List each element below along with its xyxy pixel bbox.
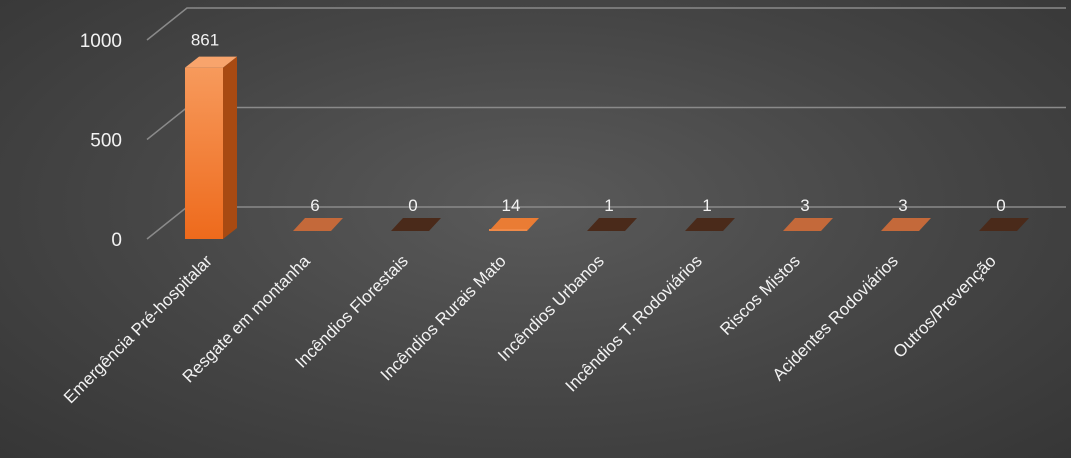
bar xyxy=(881,218,931,231)
data-label: 6 xyxy=(310,196,319,215)
data-label: 3 xyxy=(898,196,907,215)
y-tick-label: 500 xyxy=(90,131,122,152)
x-tick-label: Riscos Mistos xyxy=(716,251,804,339)
bar xyxy=(391,218,441,231)
gridline xyxy=(146,7,1066,41)
bar xyxy=(783,218,833,231)
bars xyxy=(185,56,1029,240)
y-tick-label: 1000 xyxy=(80,31,122,52)
bar xyxy=(979,218,1029,231)
bar xyxy=(587,218,637,231)
bar xyxy=(685,218,735,231)
x-tick-label: Outros/Prevenção xyxy=(890,251,1000,361)
x-tick-label: Incêndios Urbanos xyxy=(494,251,608,365)
data-labels: 861 6 0 14 1 1 3 3 0 xyxy=(191,31,1006,215)
bar xyxy=(489,218,539,231)
data-label: 0 xyxy=(996,196,1005,215)
bar xyxy=(293,218,343,231)
data-label: 14 xyxy=(502,196,521,215)
gridline xyxy=(146,106,1066,141)
bar xyxy=(185,56,237,240)
y-tick-label: 0 xyxy=(111,230,122,251)
data-label: 3 xyxy=(800,196,809,215)
data-label: 861 xyxy=(191,31,219,50)
y-axis: 0 500 1000 xyxy=(80,31,122,251)
data-label: 0 xyxy=(408,196,417,215)
data-label: 1 xyxy=(604,196,613,215)
data-label: 1 xyxy=(702,196,711,215)
